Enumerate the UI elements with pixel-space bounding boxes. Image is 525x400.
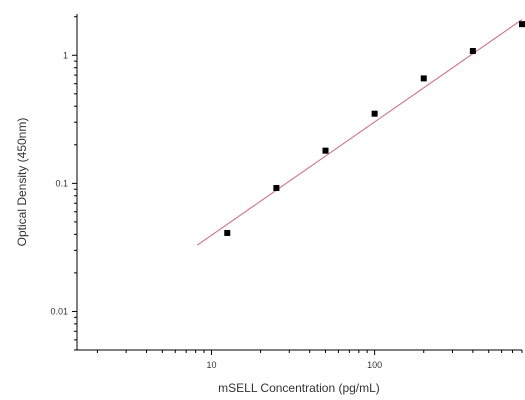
data-point — [273, 185, 280, 191]
x-tick-label: 10 — [206, 360, 216, 370]
data-point — [371, 110, 378, 117]
axes — [76, 14, 522, 351]
y-tick-label: 0.1 — [55, 178, 68, 188]
y-tick-label: 1 — [63, 50, 68, 60]
x-axis-title: mSELL Concentration (pg/mL) — [218, 381, 380, 395]
fit-lines — [197, 19, 523, 246]
x-tick-label: 100 — [367, 360, 382, 370]
y-axis-title: Optical Density (450nm) — [15, 118, 29, 247]
data-point — [224, 229, 231, 236]
data-points — [224, 21, 525, 236]
fitted-line — [197, 19, 523, 246]
ticks: 0.01 0.1 1 10 100 — [50, 16, 523, 370]
data-point — [420, 75, 427, 82]
y-tick-label: 0.01 — [50, 306, 68, 316]
data-point — [469, 47, 476, 54]
data-point — [519, 21, 525, 28]
data-point — [322, 147, 329, 154]
